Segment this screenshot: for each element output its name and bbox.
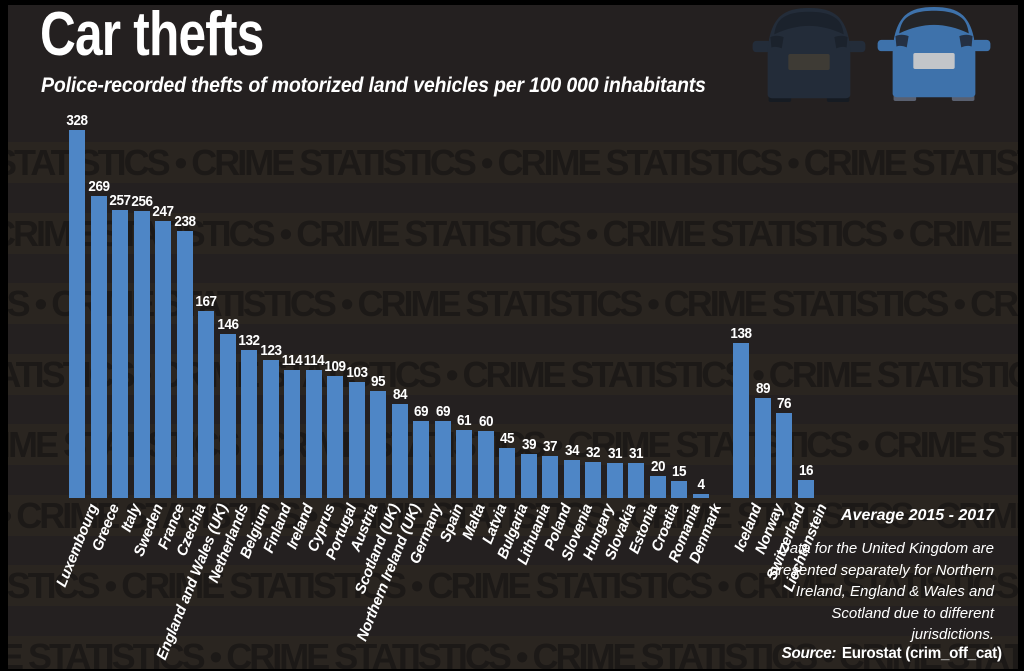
bar-value-label: 138 <box>730 325 752 343</box>
bar <box>262 360 279 498</box>
watermark-row: CRIME STATISTICS • CRIME STATISTICS • CR… <box>0 565 1024 606</box>
bar <box>155 220 171 498</box>
bar <box>606 463 623 498</box>
footnote-text: Data for the United Kingdom are presente… <box>769 540 994 643</box>
bar <box>391 403 408 498</box>
bar-value-label: 114 <box>281 352 303 370</box>
bar <box>219 334 236 498</box>
bar <box>477 430 494 498</box>
bar-value-label: 238 <box>173 212 196 230</box>
page-title: Car thefts <box>40 0 264 69</box>
bar <box>69 130 85 498</box>
bar <box>563 459 580 498</box>
watermark-row: CRIME STATISTICS • CRIME STATISTICS • CR… <box>0 636 1024 671</box>
watermark-row: CRIME STATISTICS • CRIME STATISTICS • CR… <box>0 495 1024 536</box>
bar-value-label: 32 <box>585 444 601 462</box>
bar <box>733 343 749 498</box>
bar <box>692 493 709 498</box>
bar-value-label: 257 <box>109 191 131 209</box>
bar-value-label: 84 <box>392 385 407 403</box>
bar-value-label: 95 <box>370 373 386 391</box>
bar-value-label: 103 <box>345 364 368 382</box>
bar-value-label: 34 <box>564 441 579 459</box>
bar <box>348 382 365 498</box>
source-line: Source: Eurostat (crim_off_cat) <box>782 645 1002 663</box>
bar-value-label: 45 <box>499 429 515 447</box>
bar <box>776 412 792 498</box>
bar <box>90 196 107 498</box>
watermark-row: CRIME STATISTICS • CRIME STATISTICS • CR… <box>0 283 1024 324</box>
bar <box>520 454 537 498</box>
bar <box>327 375 343 498</box>
bar <box>671 481 687 498</box>
car-rear-dark-icon <box>752 8 866 102</box>
bar-value-label: 69 <box>413 402 429 420</box>
bar <box>241 349 257 498</box>
bar <box>413 420 429 498</box>
source-label: Source: <box>781 645 837 662</box>
bar-value-label: 109 <box>324 357 346 375</box>
bar-value-label: 76 <box>776 394 792 412</box>
bar-value-label: 61 <box>456 411 472 429</box>
source-text: Eurostat (crim_off_cat) <box>842 645 1002 662</box>
bar-value-label: 114 <box>303 352 324 370</box>
car-rear-blue-icon <box>877 7 991 101</box>
bar <box>198 310 214 498</box>
bar <box>284 370 300 498</box>
bar <box>797 480 814 498</box>
period-label: Average 2015 - 2017 <box>841 507 994 524</box>
bar-value-label: 20 <box>650 457 665 475</box>
bar-value-label: 328 <box>66 112 88 129</box>
bar-value-label: 132 <box>238 331 260 349</box>
bar <box>176 230 193 498</box>
bar <box>754 398 771 498</box>
bar <box>112 209 128 498</box>
bar <box>305 370 322 498</box>
bar-value-label: 16 <box>798 462 813 480</box>
bar-value-label: 69 <box>435 402 450 420</box>
bar-value-label: 31 <box>607 445 622 463</box>
bar <box>434 420 451 498</box>
bar-value-label: 60 <box>478 412 493 430</box>
bar <box>542 456 558 498</box>
bar-value-label: 89 <box>755 380 770 398</box>
bar-value-label: 256 <box>130 192 153 210</box>
bar-value-label: 167 <box>195 292 217 310</box>
bar-value-label: 269 <box>87 178 110 196</box>
bar <box>133 210 150 498</box>
page-subtitle: Police-recorded thefts of motorized land… <box>41 74 706 97</box>
bar-value-label: 31 <box>628 445 644 463</box>
bar-value-label: 37 <box>542 438 558 456</box>
watermark-row: CRIME STATISTICS • CRIME STATISTICS • CR… <box>0 354 1024 395</box>
bar <box>649 475 666 498</box>
bar-value-label: 247 <box>152 202 174 220</box>
bar-value-label: 4 <box>696 475 705 493</box>
bar <box>585 462 601 498</box>
bar-value-label: 146 <box>216 316 239 334</box>
watermark-row: CRIME STATISTICS • CRIME STATISTICS • CR… <box>0 142 1024 183</box>
bar <box>456 429 472 498</box>
bar-value-label: 123 <box>259 342 282 359</box>
bar <box>499 447 515 498</box>
bar-value-label: 39 <box>521 436 536 454</box>
bar <box>628 463 644 498</box>
bar-value-label: 15 <box>671 463 687 481</box>
bar <box>370 391 386 498</box>
